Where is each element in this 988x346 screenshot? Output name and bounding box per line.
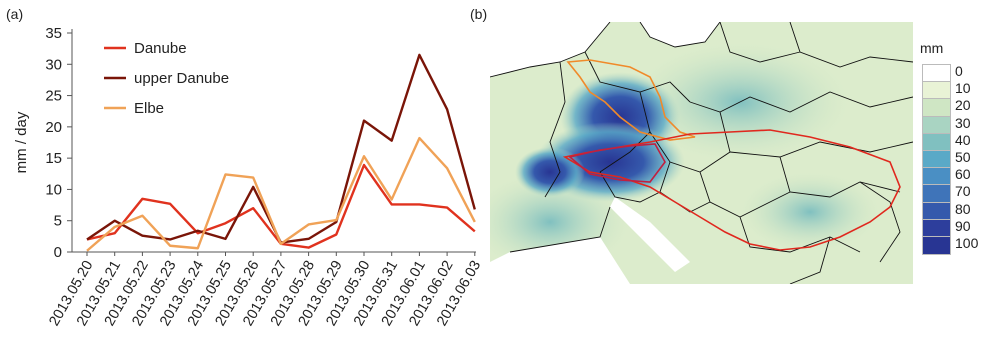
- y-tick-label: 30: [45, 56, 62, 73]
- legend-label-0: Danube: [134, 40, 187, 57]
- colorbar-label: 80: [955, 200, 971, 217]
- colorbar-label: 0: [955, 63, 963, 79]
- elbe-basin-outline: [566, 59, 696, 141]
- colorbar-label: 20: [955, 97, 971, 114]
- sea-north: [490, 22, 610, 77]
- y-tick-label: 35: [45, 25, 62, 42]
- colorbar-label: 90: [955, 217, 971, 234]
- colorbar-label: 60: [955, 166, 971, 183]
- y-tick-label: 10: [45, 181, 62, 198]
- panel-b-label: (b): [470, 6, 488, 22]
- colorbar-swatch: [922, 201, 951, 221]
- colorbar-swatch: [922, 64, 951, 83]
- colorbar-title: mm: [920, 40, 944, 56]
- colorbar-swatch: [922, 218, 951, 238]
- sea-south: [490, 237, 630, 284]
- y-axis-label: mm / day: [13, 111, 30, 173]
- precip-field-se: [740, 172, 880, 252]
- y-tick-label: 15: [45, 150, 62, 167]
- colorbar-swatch: [922, 98, 951, 118]
- colorbar-swatch: [922, 167, 951, 187]
- river-basins: [562, 59, 901, 251]
- series-line-elbe: [86, 136, 476, 252]
- y-tick-label: 0: [54, 244, 62, 261]
- colorbar-label: 10: [955, 80, 971, 97]
- legend-label-1: upper Danube: [134, 70, 229, 87]
- y-tick-label: 25: [45, 88, 62, 105]
- colorbar-swatch: [922, 132, 951, 152]
- sea-adriatic: [610, 197, 690, 272]
- colorbar-label: 50: [955, 149, 971, 165]
- y-tick-label: 5: [54, 213, 62, 230]
- colorbar-swatch: [922, 184, 951, 204]
- colorbar-swatch: [922, 115, 951, 135]
- precip-max-west: [515, 147, 585, 197]
- danube-basin-outline: [562, 129, 901, 251]
- upper-danube-basin-outline: [568, 143, 666, 183]
- panel-a-label: (a): [6, 6, 24, 22]
- colorbar-label: 30: [955, 114, 971, 131]
- colorbar-swatch: [922, 236, 951, 255]
- precipitation-map: [490, 22, 913, 284]
- colorbar-swatch: [922, 81, 951, 101]
- colorbar-swatch: [922, 150, 951, 169]
- y-tick-label: 20: [45, 119, 62, 136]
- country-borders: [490, 22, 913, 284]
- colorbar-label: 70: [955, 183, 971, 200]
- colorbar-label: 100: [955, 235, 979, 251]
- legend-label-2: Elbe: [134, 100, 164, 117]
- colorbar-label: 40: [955, 131, 971, 148]
